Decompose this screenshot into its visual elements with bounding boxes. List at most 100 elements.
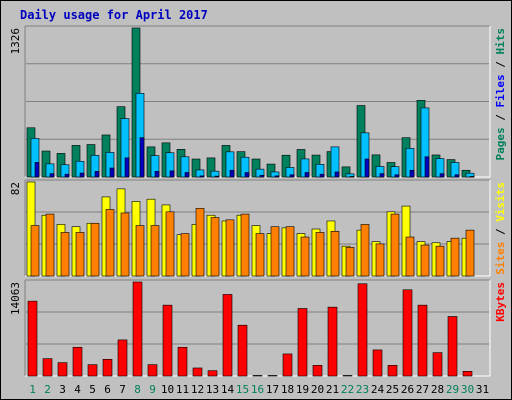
sites-bar [435, 245, 445, 277]
legend-separator: / [494, 222, 507, 242]
sites-bar [270, 226, 280, 277]
x-tick-label: 28 [431, 383, 444, 396]
sites-bar [105, 209, 115, 277]
kbytes-bar [57, 362, 68, 377]
x-tick-label: 3 [59, 383, 66, 396]
kbytes-bar [207, 370, 218, 377]
kbytes-bar [162, 304, 173, 377]
pages-bar [319, 173, 325, 178]
x-tick-label: 23 [356, 383, 369, 396]
pages-bar [289, 174, 295, 178]
x-tick-label: 31 [476, 383, 489, 396]
x-tick-label: 10 [161, 383, 174, 396]
sites-bar [390, 213, 400, 277]
sites-bar [135, 225, 145, 277]
x-tick-label: 24 [371, 383, 385, 396]
kbytes-bar [312, 365, 323, 377]
kbytes-bar [417, 304, 428, 377]
x-tick-label: 6 [104, 383, 111, 396]
legend-sites: Sites [494, 242, 507, 275]
pages-bar [169, 170, 175, 178]
x-tick-label: 27 [416, 383, 429, 396]
legend-kbytes: KBytes [494, 282, 507, 322]
pages-bar [229, 169, 235, 178]
sites-bar [60, 232, 70, 277]
x-tick-label: 17 [266, 383, 279, 396]
pages-bar [259, 175, 265, 178]
sites-bar [420, 244, 430, 277]
pages-bar [154, 171, 160, 178]
legend-separator: / [494, 55, 507, 75]
x-tick-label: 7 [119, 383, 126, 396]
sites-bar [165, 211, 175, 277]
x-tick-label: 12 [191, 383, 204, 396]
sites-bar [90, 222, 100, 277]
legend-separator: / [494, 108, 507, 128]
sites-bar [240, 213, 250, 277]
x-tick-label: 13 [206, 383, 219, 396]
kbytes-bar [402, 289, 413, 377]
sites-bar [195, 208, 205, 277]
legend-2: Sites / Visits [494, 182, 507, 275]
pages-bar [364, 158, 370, 178]
sites-bar [345, 247, 355, 277]
pages-bar [274, 175, 280, 178]
pages-bar [79, 172, 85, 178]
kbytes-bar [447, 316, 458, 377]
pages-bar [424, 156, 430, 178]
sites-bar [375, 243, 385, 277]
chart-title: Daily usage for April 2017 [20, 8, 208, 22]
x-tick-label: 25 [386, 383, 399, 396]
kbytes-bar [222, 294, 233, 377]
sites-bar [30, 225, 40, 277]
pages-bar [379, 173, 385, 178]
kbytes-bar [327, 306, 338, 377]
kbytes-bar [87, 364, 98, 377]
sites-bar [180, 233, 190, 277]
panel-3-plot [25, 280, 490, 376]
pages-bar [454, 174, 460, 178]
kbytes-bar [177, 346, 188, 377]
sites-bar [225, 219, 235, 277]
pages-bar [334, 171, 340, 178]
pages-bar [184, 172, 190, 178]
x-tick-label: 21 [326, 383, 339, 396]
x-tick-label: 19 [296, 383, 309, 396]
sites-bar [120, 212, 130, 277]
kbytes-bar [72, 346, 83, 377]
legend-3: KBytes [494, 282, 507, 322]
x-tick-label: 8 [134, 383, 141, 396]
kbytes-bar [357, 283, 368, 377]
legend-1: Pages / Files / Hits [494, 28, 507, 161]
kbytes-bar [102, 358, 113, 377]
sites-bar [300, 236, 310, 277]
sites-bar [315, 232, 325, 277]
x-tick-label: 18 [281, 383, 294, 396]
y-max-label-2: 82 [9, 182, 22, 195]
kbytes-bar [252, 375, 263, 377]
kbytes-bar [372, 349, 383, 377]
legend-hits: Hits [494, 28, 507, 55]
x-tick-label: 30 [461, 383, 474, 396]
x-tick-label: 1 [29, 383, 36, 396]
sites-bar [75, 232, 85, 277]
sites-bar [330, 230, 340, 277]
kbytes-bar [267, 375, 278, 377]
kbytes-bar [387, 365, 398, 377]
pages-bar [409, 169, 415, 178]
pages-bar [64, 173, 70, 178]
pages-bar [244, 172, 250, 178]
pages-bar [109, 167, 115, 178]
kbytes-bar [147, 364, 158, 377]
kbytes-bar [432, 352, 443, 377]
kbytes-bar [342, 375, 353, 377]
sites-bar [255, 233, 265, 277]
sites-bar [450, 237, 460, 277]
pages-bar [214, 175, 220, 178]
pages-bar [199, 175, 205, 178]
y-max-label-1: 1326 [9, 28, 22, 55]
pages-bar [139, 137, 145, 178]
kbytes-bar [42, 358, 53, 377]
legend-files: Files [494, 74, 507, 107]
sites-bar [405, 236, 415, 277]
